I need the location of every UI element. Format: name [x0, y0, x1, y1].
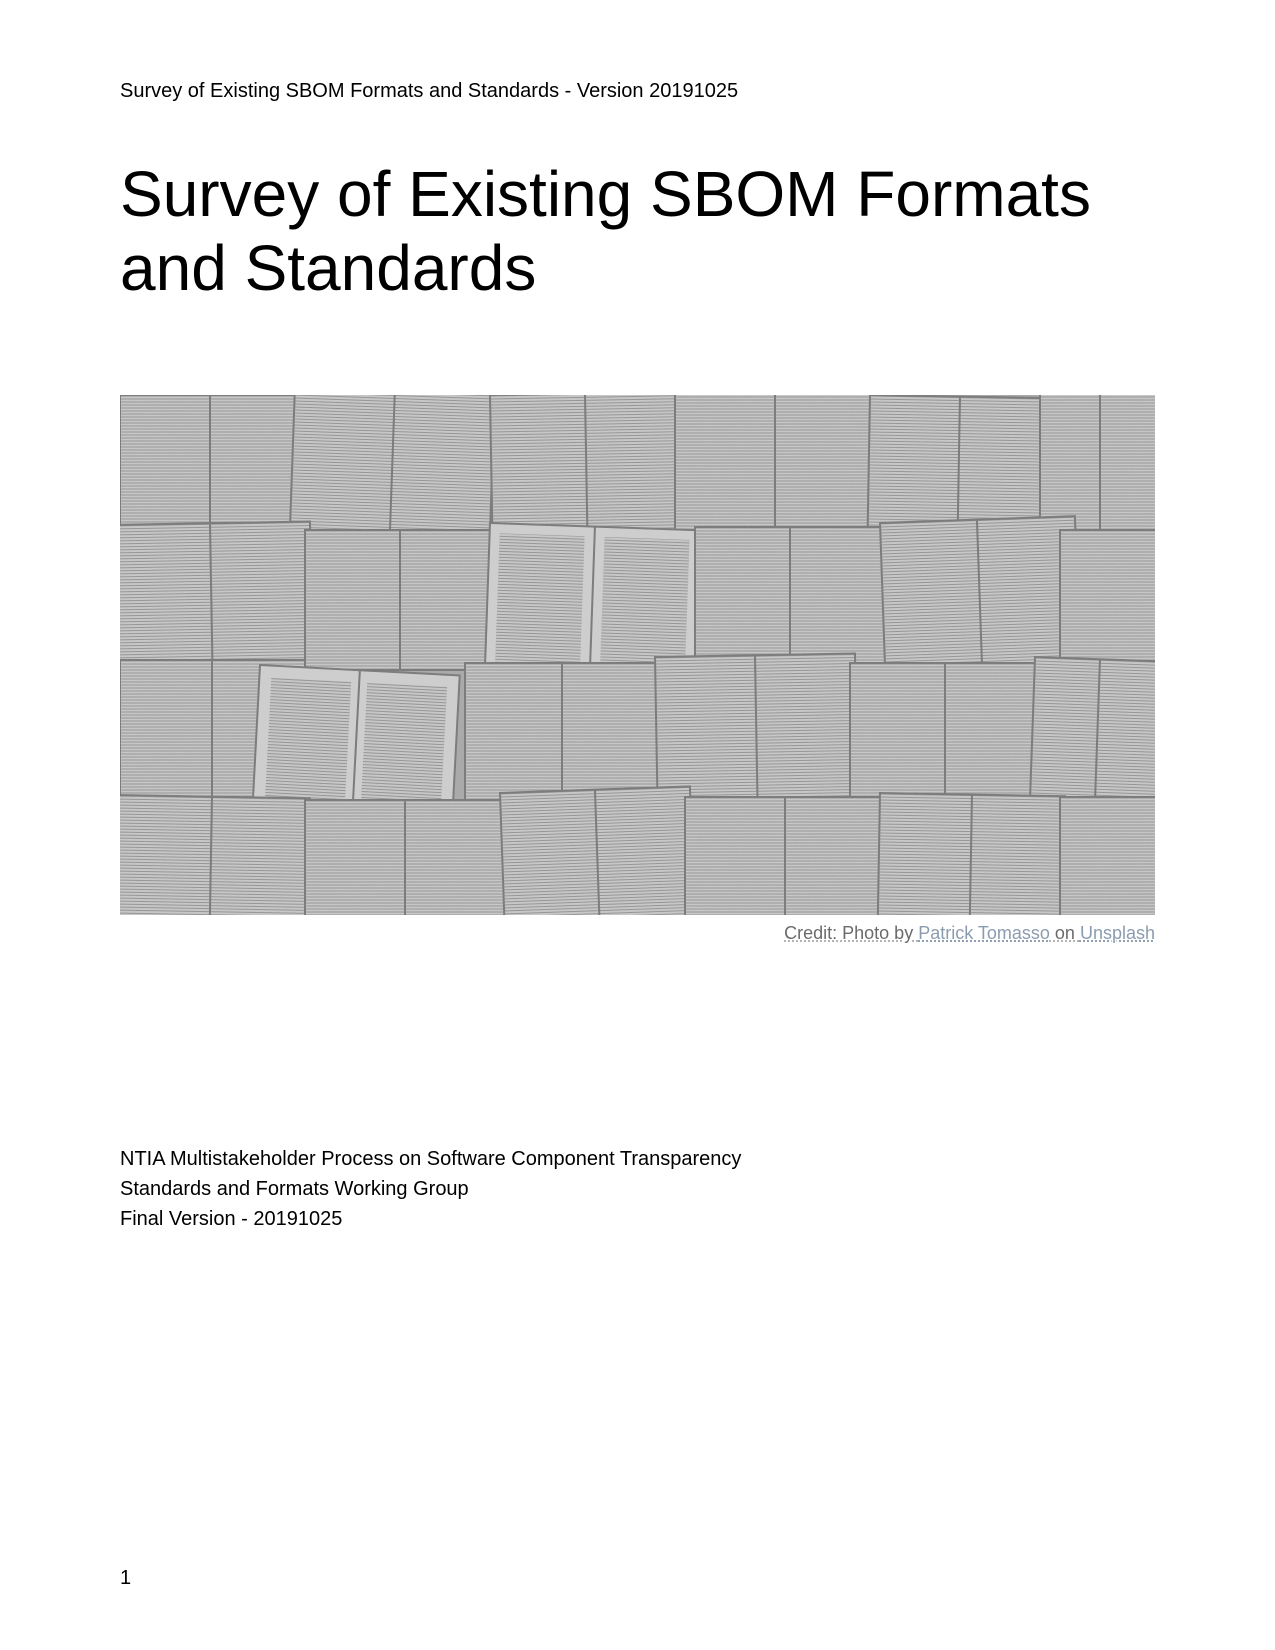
footer-line-2: Standards and Formats Working Group: [120, 1174, 1155, 1204]
credit-middle: on: [1050, 923, 1080, 943]
cover-image-container: [120, 395, 1155, 915]
credit-source-link[interactable]: Unsplash: [1080, 923, 1155, 943]
document-header: Survey of Existing SBOM Formats and Stan…: [120, 80, 1155, 103]
credit-prefix: Credit: Photo by: [784, 923, 918, 943]
image-credit: Credit: Photo by Patrick Tomasso on Unsp…: [120, 923, 1155, 944]
footer-line-3: Final Version - 20191025: [120, 1204, 1155, 1234]
footer-info: NTIA Multistakeholder Process on Softwar…: [120, 1144, 1155, 1234]
page-number: 1: [120, 1567, 131, 1590]
document-title: Survey of Existing SBOM Formats and Stan…: [120, 158, 1155, 305]
cover-image: [120, 395, 1155, 915]
footer-line-1: NTIA Multistakeholder Process on Softwar…: [120, 1144, 1155, 1174]
credit-author-link[interactable]: Patrick Tomasso: [918, 923, 1050, 943]
